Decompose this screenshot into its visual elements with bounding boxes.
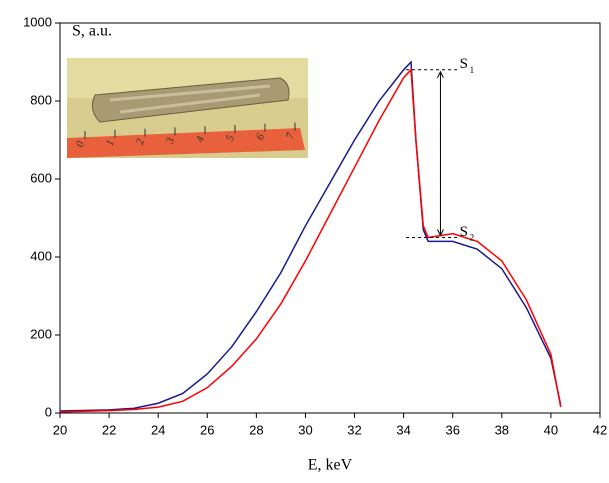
y-tick-label: 200: [30, 326, 52, 341]
ruler-label: 6: [254, 132, 267, 142]
x-tick-label: 42: [593, 422, 607, 437]
level-subscript: 2: [470, 233, 475, 243]
level-subscript: 1: [470, 65, 475, 75]
x-tick-label: 38: [495, 422, 509, 437]
level-label: S: [460, 56, 468, 72]
arrow-head: [437, 70, 444, 237]
x-tick-label: 36: [445, 422, 459, 437]
x-tick-label: 32: [347, 422, 361, 437]
y-tick-label: 800: [30, 92, 52, 107]
x-tick-label: 30: [298, 422, 312, 437]
x-tick-label: 24: [151, 422, 165, 437]
ruler-label: 5: [224, 133, 237, 143]
x-tick-label: 40: [544, 422, 558, 437]
x-tick-label: 26: [200, 422, 214, 437]
plot-frame: [59, 22, 601, 414]
x-tick-label: 20: [53, 422, 67, 437]
x-tick-label: 22: [102, 422, 116, 437]
x-axis-label: E, keV: [308, 457, 353, 474]
ruler-label: 2: [134, 137, 147, 147]
y-axis-label: S, a.u.: [72, 23, 112, 40]
y-tick-label: 0: [45, 404, 52, 419]
series-line: [59, 60, 562, 412]
series-line: [59, 68, 562, 413]
ruler-label: 7: [284, 131, 297, 141]
x-tick-label: 34: [396, 422, 410, 437]
x-tick-label: 28: [249, 422, 263, 437]
y-tick-label: 600: [30, 170, 52, 185]
ruler-label: 1: [104, 138, 117, 147]
level-label: S: [460, 224, 468, 240]
ruler-label: 4: [194, 134, 207, 144]
y-tick-label: 400: [30, 248, 52, 263]
ruler-label: 3: [164, 136, 178, 147]
inset-photo: [67, 58, 308, 158]
ruler-label: 0: [74, 139, 87, 149]
ruler-labels: 0 1 2 3 4 5 6 7: [74, 122, 297, 149]
y-tick-label: 1000: [23, 14, 52, 29]
